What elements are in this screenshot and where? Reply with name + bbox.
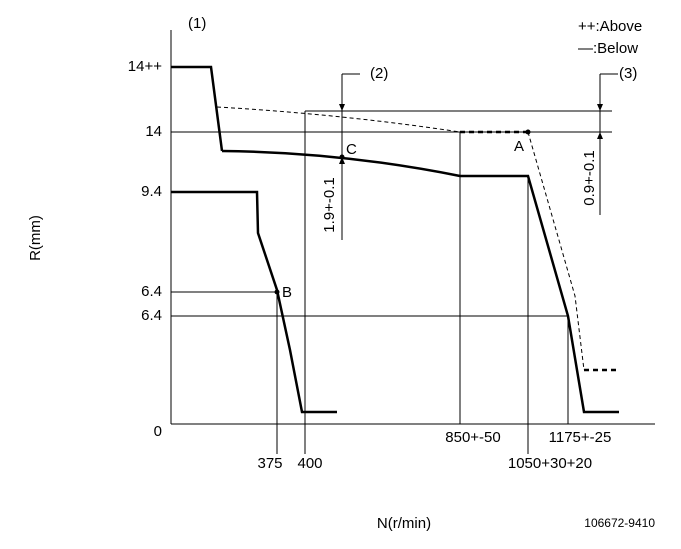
point-label: A <box>514 138 524 155</box>
point-label: B <box>282 284 292 301</box>
point-a <box>525 129 531 135</box>
y-label: 9.4 <box>141 183 162 200</box>
legend-below: —:Below <box>578 40 638 57</box>
x-label: 1050+30+20 <box>508 455 592 472</box>
y-label: 14++ <box>128 58 162 75</box>
corner-label: (1) <box>188 15 206 32</box>
x-label: 1175+-25 <box>549 429 612 446</box>
y-axis-label: R(mm) <box>27 215 44 261</box>
point-c <box>339 154 345 160</box>
y-label: 0 <box>154 423 162 440</box>
point-label: C <box>346 141 357 158</box>
dimension-label: 1.9+-0.1 <box>321 177 338 232</box>
part-number: 106672-9410 <box>584 516 655 530</box>
y-label: 6.4 <box>141 283 162 300</box>
curves <box>171 65 620 414</box>
x-label: 400 <box>297 455 322 472</box>
callout: (2) <box>370 65 388 82</box>
x-axis-label: N(r/min) <box>377 515 431 532</box>
y-label: 6.4 <box>141 307 162 324</box>
dimension-label: 0.9+-0.1 <box>581 150 598 205</box>
reference-lines <box>171 110 612 454</box>
axes <box>170 30 655 425</box>
x-label: 375 <box>257 455 282 472</box>
x-label: 850+-50 <box>445 429 500 446</box>
y-label: 14 <box>145 123 162 140</box>
point-b <box>274 289 280 295</box>
legend-above: ++:Above <box>578 18 642 35</box>
dimension-arrows <box>339 73 618 240</box>
callout: (3) <box>619 65 637 82</box>
